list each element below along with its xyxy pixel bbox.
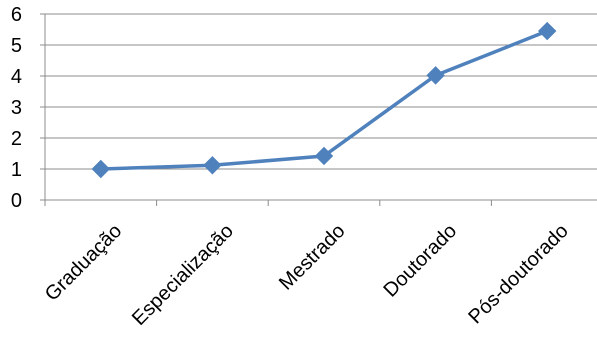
x-axis-tick-labels: Graduação Especialização Mestrado Doutorado… [41, 220, 573, 330]
x-tick-label: Especialização [128, 220, 238, 330]
data-point-marker [203, 156, 222, 175]
y-axis-tick-labels: 0 1 2 3 4 5 6 [11, 4, 22, 212]
data-point-marker [91, 159, 111, 179]
y-tick-label: 0 [11, 190, 22, 212]
x-tick-label: Mestrado [275, 220, 350, 295]
x-tick-label: Graduação [41, 220, 127, 306]
x-tick-label: Doutorado [380, 220, 462, 302]
axes [40, 13, 597, 206]
x-tick-label: Pós-doutorado [464, 220, 572, 328]
y-tick-label: 6 [11, 4, 22, 26]
y-tick-label: 3 [11, 97, 22, 119]
data-point-marker [537, 21, 557, 41]
y-tick-label: 5 [11, 35, 22, 57]
data-point-marker [426, 66, 445, 85]
data-point-marker [314, 146, 334, 166]
y-tick-label: 4 [11, 66, 22, 88]
y-tick-label: 1 [11, 159, 22, 181]
gridlines [45, 13, 597, 170]
y-tick-label: 2 [11, 128, 22, 150]
series-layer [91, 21, 557, 179]
